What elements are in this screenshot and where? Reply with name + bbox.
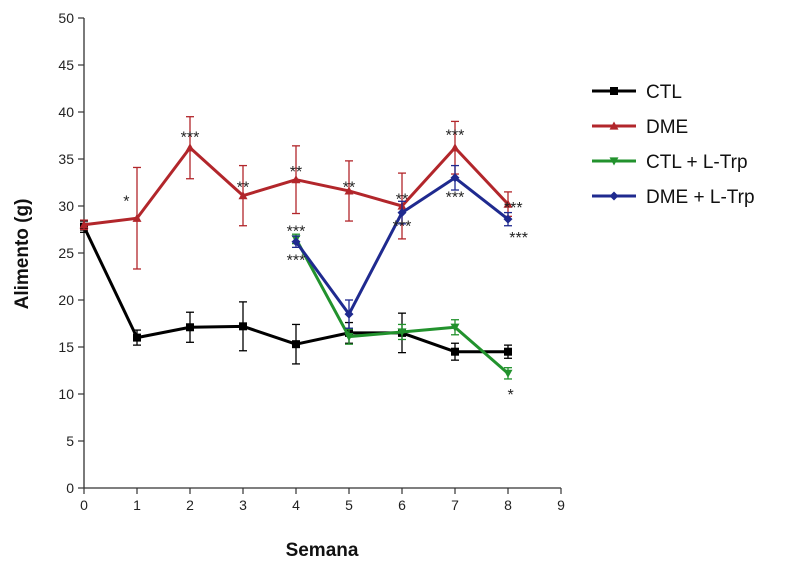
series-layer <box>79 116 513 380</box>
data-point <box>503 369 513 378</box>
data-point <box>79 220 89 229</box>
data-point <box>397 208 407 218</box>
significance-label: *** <box>446 128 465 145</box>
legend-marker <box>609 191 619 201</box>
data-point <box>344 309 354 319</box>
data-point <box>132 213 142 222</box>
data-point <box>504 347 512 356</box>
significance-label: ** <box>396 191 408 208</box>
series-2 <box>291 233 513 380</box>
y-tick-label: 45 <box>58 57 74 73</box>
significance-label: *** <box>393 219 412 236</box>
data-point <box>291 237 301 247</box>
x-tick-label: 9 <box>557 497 565 513</box>
x-tick-label: 5 <box>345 497 353 513</box>
significance-label: *** <box>287 253 306 270</box>
legend-label: DME <box>646 117 688 138</box>
y-tick-label: 40 <box>58 104 74 120</box>
data-point <box>239 322 247 331</box>
y-tick-label: 0 <box>66 480 74 496</box>
data-point <box>344 186 354 195</box>
y-tick-label: 35 <box>58 151 74 167</box>
x-tick-label: 4 <box>292 497 300 513</box>
data-point <box>238 191 248 200</box>
significance-annotations: ********************************** <box>123 128 528 404</box>
data-point <box>291 175 301 184</box>
legend-item: CTL <box>592 82 682 103</box>
significance-label: *** <box>446 190 465 207</box>
data-point <box>450 323 460 332</box>
significance-label: * <box>508 387 514 404</box>
y-tick-label: 25 <box>58 245 74 261</box>
data-point <box>292 340 300 349</box>
data-point <box>451 347 459 356</box>
significance-label: *** <box>181 129 200 146</box>
significance-label: *** <box>504 200 523 217</box>
x-tick-label: 2 <box>186 497 194 513</box>
x-tick-label: 7 <box>451 497 459 513</box>
legend-item: DME + L-Trp <box>592 187 755 208</box>
legend-marker <box>609 121 619 130</box>
y-axis-title: Alimento (g) <box>12 199 33 310</box>
data-point <box>186 323 194 332</box>
legend-item: DME <box>592 117 688 138</box>
legend-marker <box>609 157 619 166</box>
y-tick-label: 5 <box>66 433 74 449</box>
data-point <box>450 173 460 183</box>
data-point <box>185 143 195 152</box>
significance-label: * <box>123 193 129 210</box>
data-point <box>344 333 354 342</box>
x-tick-label: 3 <box>239 497 247 513</box>
significance-label: ** <box>343 179 355 196</box>
data-point <box>503 199 513 208</box>
significance-label: *** <box>509 230 528 247</box>
y-tick-label: 50 <box>58 10 74 26</box>
legend-label: DME + L-Trp <box>646 187 755 208</box>
data-point <box>450 143 460 152</box>
legend-item: CTL + L-Trp <box>592 152 748 173</box>
data-point <box>397 328 407 337</box>
x-tick-label: 0 <box>80 497 88 513</box>
x-tick-label: 1 <box>133 497 141 513</box>
y-tick-label: 15 <box>58 339 74 355</box>
significance-label: *** <box>287 223 306 240</box>
data-point <box>503 214 513 224</box>
y-tick-label: 20 <box>58 292 74 308</box>
x-axis-title: Semana <box>286 540 359 561</box>
legend-label: CTL + L-Trp <box>646 152 748 173</box>
series-3 <box>291 164 513 329</box>
data-point <box>133 333 141 342</box>
y-tick-label: 10 <box>58 386 74 402</box>
legend: CTL DME CTL + L-Trp DME + L-Trp <box>592 82 755 208</box>
significance-label: ** <box>290 164 302 181</box>
x-tick-label: 6 <box>398 497 406 513</box>
significance-label: ** <box>237 179 249 196</box>
legend-marker <box>610 87 618 95</box>
x-tick-label: 8 <box>504 497 512 513</box>
legend-label: CTL <box>646 82 682 103</box>
y-tick-label: 30 <box>58 198 74 214</box>
